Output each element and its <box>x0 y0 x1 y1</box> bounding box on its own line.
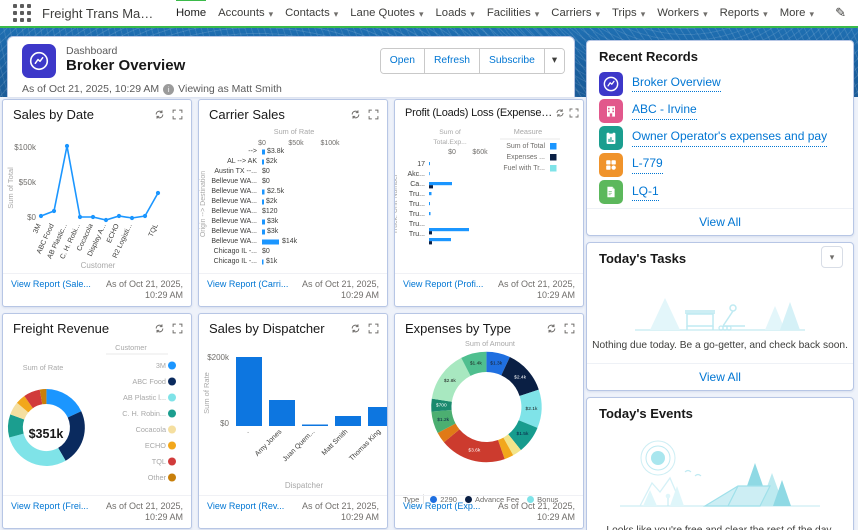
svg-text:TQL: TQL <box>152 457 166 466</box>
svg-text:$1.2k: $1.2k <box>437 417 449 423</box>
svg-text:ECHO: ECHO <box>145 441 166 450</box>
svg-text:$3.6k: $3.6k <box>468 448 480 454</box>
svg-text:$0: $0 <box>448 149 456 156</box>
svg-text:Cocacola: Cocacola <box>136 425 167 434</box>
svg-text:Tru...: Tru... <box>409 221 425 228</box>
svg-text:Tru...: Tru... <box>409 211 425 218</box>
svg-text:$0: $0 <box>258 140 266 147</box>
svg-text:Austin TX --...: Austin TX --... <box>214 168 257 175</box>
svg-text:$351k: $351k <box>29 427 64 441</box>
svg-text:Sum of Amount: Sum of Amount <box>465 339 515 348</box>
svg-text:3M: 3M <box>156 361 166 370</box>
svg-text:$1.5k: $1.5k <box>517 431 529 437</box>
svg-text:Bellevue WA...: Bellevue WA... <box>211 198 257 205</box>
svg-text:$50k: $50k <box>19 178 37 187</box>
svg-text:Measure: Measure <box>514 127 542 136</box>
svg-text:ABC Food: ABC Food <box>132 377 166 386</box>
svg-text:C. H. Robin...: C. H. Robin... <box>122 409 166 418</box>
svg-text:$200k: $200k <box>207 353 230 362</box>
svg-text:Bellevue WA...: Bellevue WA... <box>211 218 257 225</box>
svg-text:$0: $0 <box>262 168 270 175</box>
svg-text:$2.5k: $2.5k <box>267 188 285 195</box>
svg-text:Sum of Rate: Sum of Rate <box>274 127 315 136</box>
svg-text:Tru...: Tru... <box>409 201 425 208</box>
svg-text:Bellevue WA...: Bellevue WA... <box>211 228 257 235</box>
svg-text:17: 17 <box>417 161 425 168</box>
svg-text:Thomas King: Thomas King <box>348 428 382 462</box>
svg-text:$3k: $3k <box>267 228 279 235</box>
svg-text:-->: --> <box>248 148 257 155</box>
svg-text:.: . <box>244 428 250 434</box>
svg-text:Chicago IL -...: Chicago IL -... <box>214 248 257 255</box>
svg-text:$0: $0 <box>262 248 270 255</box>
svg-text:$2k: $2k <box>266 198 278 205</box>
svg-text:Bellevue WA...: Bellevue WA... <box>211 238 257 245</box>
svg-text:Fuel with Tr...: Fuel with Tr... <box>503 165 545 172</box>
svg-text:$2k: $2k <box>266 158 278 165</box>
svg-text:$120: $120 <box>262 208 278 215</box>
svg-text:$0: $0 <box>27 213 36 222</box>
svg-text:$1.4k: $1.4k <box>470 360 482 366</box>
svg-text:Expenses ...: Expenses ... <box>506 154 545 161</box>
svg-text:Sum of Rate: Sum of Rate <box>202 372 211 414</box>
svg-text:Origin --> Destination: Origin --> Destination <box>200 171 207 237</box>
svg-text:AB Plastic l...: AB Plastic l... <box>123 393 166 402</box>
svg-text:Truck: Unit Number: Truck: Unit Number <box>395 173 399 234</box>
svg-text:$2.1k: $2.1k <box>526 406 538 412</box>
svg-text:Bellevue WA...: Bellevue WA... <box>211 208 257 215</box>
svg-text:3M: 3M <box>32 223 43 235</box>
svg-text:$0: $0 <box>262 178 270 185</box>
svg-text:$14k: $14k <box>282 238 298 245</box>
svg-text:$100k: $100k <box>320 140 340 147</box>
svg-text:$2.8k: $2.8k <box>444 378 456 384</box>
svg-text:Juan Quem...: Juan Quem... <box>282 428 317 463</box>
svg-text:Tru...: Tru... <box>409 191 425 198</box>
svg-text:Bellevue WA...: Bellevue WA... <box>211 188 257 195</box>
svg-text:Dispatcher: Dispatcher <box>285 481 324 490</box>
svg-text:Amy Jones: Amy Jones <box>254 428 284 458</box>
svg-text:Total.Exp...: Total.Exp... <box>433 139 467 146</box>
svg-text:Ca...: Ca... <box>410 181 425 188</box>
svg-text:$3.8k: $3.8k <box>267 148 285 155</box>
svg-text:Sum of Total: Sum of Total <box>6 167 15 209</box>
svg-text:Sum of Total: Sum of Total <box>506 143 545 150</box>
svg-text:$2.4k: $2.4k <box>514 374 526 380</box>
svg-text:$50k: $50k <box>288 140 304 147</box>
svg-text:Customer: Customer <box>115 343 147 352</box>
svg-text:TQL: TQL <box>148 223 160 238</box>
svg-text:Matt Smith: Matt Smith <box>321 428 350 457</box>
svg-text:AL --> AK: AL --> AK <box>227 158 257 165</box>
svg-text:$60k: $60k <box>472 149 488 156</box>
svg-text:Chicago IL -...: Chicago IL -... <box>214 258 257 265</box>
svg-text:Customer: Customer <box>81 261 116 270</box>
svg-text:$1k: $1k <box>266 258 278 265</box>
svg-text:Other: Other <box>148 473 167 482</box>
svg-text:Sum of Rate: Sum of Rate <box>23 363 64 372</box>
svg-text:Akc...: Akc... <box>407 171 425 178</box>
svg-text:Sum of: Sum of <box>439 129 461 136</box>
svg-text:Tru...: Tru... <box>409 231 425 238</box>
svg-text:$700: $700 <box>436 403 447 409</box>
svg-text:$0: $0 <box>220 419 229 428</box>
svg-text:$1.3k: $1.3k <box>490 360 502 366</box>
svg-text:$3k: $3k <box>267 218 279 225</box>
svg-text:Bellevue WA...: Bellevue WA... <box>211 178 257 185</box>
svg-text:$100k: $100k <box>14 143 37 152</box>
